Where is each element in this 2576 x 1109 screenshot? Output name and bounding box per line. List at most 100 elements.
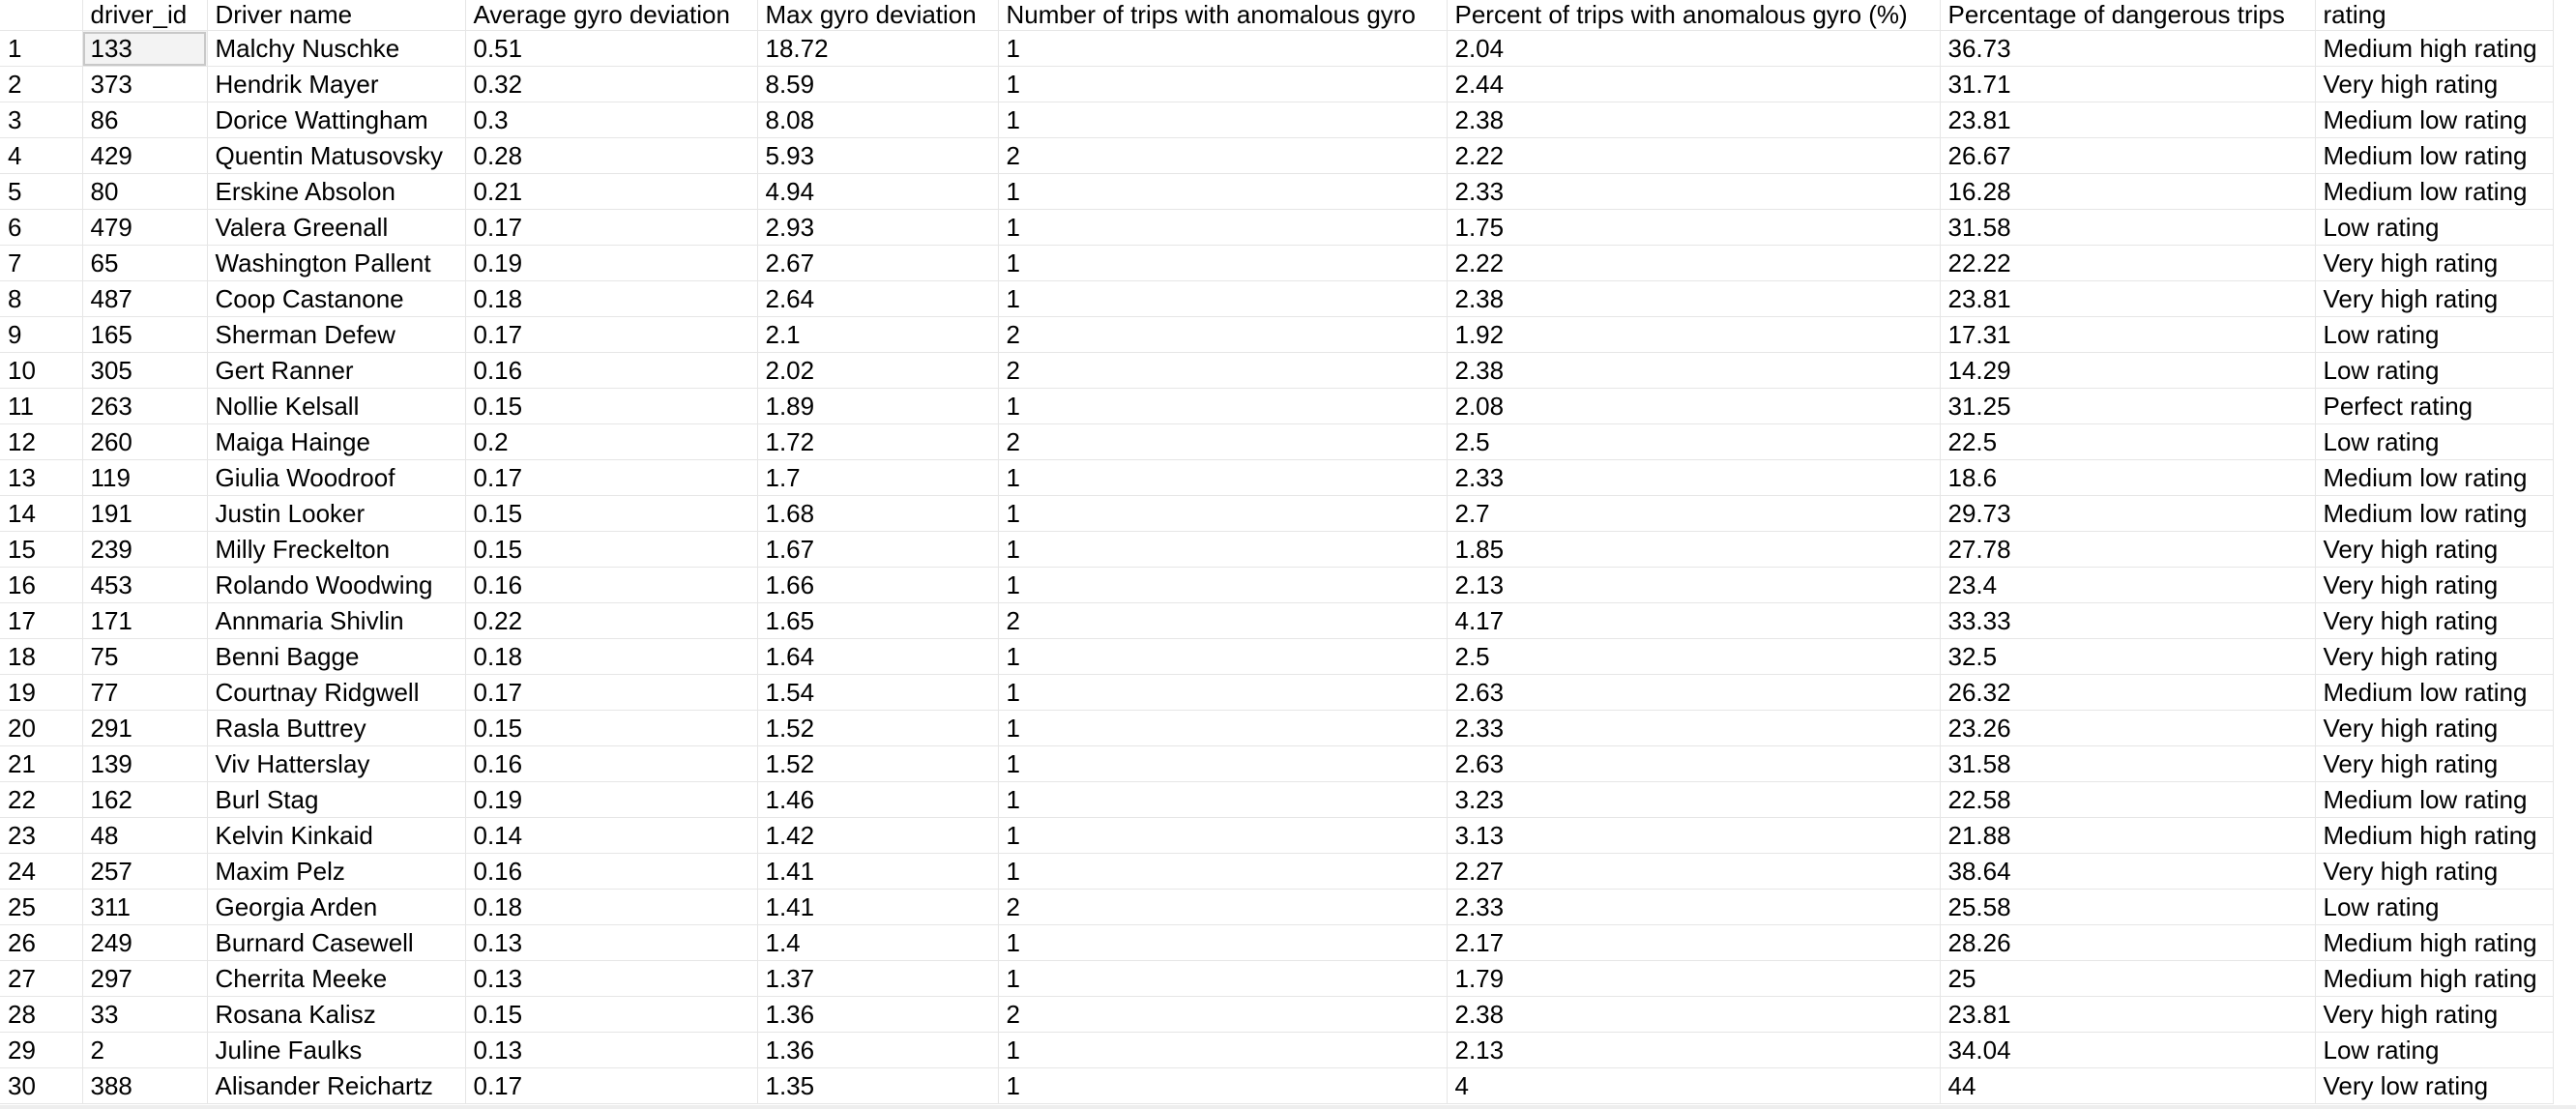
cell-anomalous-trips-count[interactable]: 1	[998, 30, 1448, 67]
cell-max-gyro-deviation[interactable]: 1.37	[757, 960, 999, 997]
cell-average-gyro-deviation[interactable]: 0.13	[465, 960, 758, 997]
cell-average-gyro-deviation[interactable]: 0.18	[465, 638, 758, 675]
row-number[interactable]: 23	[0, 817, 83, 854]
cell-anomalous-trips-percent[interactable]: 3.13	[1447, 817, 1941, 854]
row-number[interactable]: 9	[0, 316, 83, 353]
cell-average-gyro-deviation[interactable]: 0.17	[465, 209, 758, 246]
cell-rating[interactable]: Very high rating	[2315, 280, 2554, 317]
column-header-dangerous-trips-percent[interactable]: Percentage of dangerous trips	[1940, 0, 2316, 31]
cell-rating[interactable]: Medium low rating	[2315, 459, 2554, 496]
cell-driver-id[interactable]: 263	[82, 388, 208, 424]
cell-dangerous-trips-percent[interactable]: 23.4	[1940, 567, 2316, 603]
cell-anomalous-trips-count[interactable]: 1	[998, 1032, 1448, 1068]
row-number[interactable]: 1	[0, 30, 83, 67]
cell-driver-id[interactable]: 373	[82, 66, 208, 102]
cell-driver-name[interactable]: Quentin Matusovsky	[207, 137, 466, 174]
cell-anomalous-trips-percent[interactable]: 2.33	[1447, 173, 1941, 210]
cell-anomalous-trips-percent[interactable]: 1.75	[1447, 209, 1941, 246]
cell-driver-name[interactable]: Rasla Buttrey	[207, 710, 466, 746]
cell-average-gyro-deviation[interactable]: 0.18	[465, 889, 758, 925]
table-row[interactable]: 20 291 Rasla Buttrey 0.15 1.52 1 2.33 23.26 Very…	[0, 710, 2554, 746]
cell-dangerous-trips-percent[interactable]: 25.58	[1940, 889, 2316, 925]
cell-driver-name[interactable]: Rosana Kalisz	[207, 996, 466, 1033]
cell-max-gyro-deviation[interactable]: 1.68	[757, 495, 999, 532]
row-number[interactable]: 17	[0, 602, 83, 639]
cell-max-gyro-deviation[interactable]: 1.46	[757, 781, 999, 818]
cell-rating[interactable]: Very high rating	[2315, 853, 2554, 890]
table-row[interactable]: 26 249 Burnard Casewell 0.13 1.4 1 2.17 28.26 Me…	[0, 924, 2554, 961]
table-row[interactable]: 15 239 Milly Freckelton 0.15 1.67 1 1.85 27.78 V…	[0, 531, 2554, 568]
cell-rating[interactable]: Low rating	[2315, 316, 2554, 353]
cell-rating[interactable]: Medium low rating	[2315, 495, 2554, 532]
cell-rating[interactable]: Very low rating	[2315, 1067, 2554, 1104]
cell-anomalous-trips-percent[interactable]: 2.13	[1447, 567, 1941, 603]
cell-rating[interactable]: Medium low rating	[2315, 102, 2554, 138]
cell-max-gyro-deviation[interactable]: 1.52	[757, 710, 999, 746]
cell-anomalous-trips-percent[interactable]: 2.22	[1447, 245, 1941, 281]
cell-rating[interactable]: Very high rating	[2315, 745, 2554, 782]
cell-dangerous-trips-percent[interactable]: 22.22	[1940, 245, 2316, 281]
table-row[interactable]: 16 453 Rolando Woodwing 0.16 1.66 1 2.13 23.4 Ve…	[0, 567, 2554, 603]
row-number[interactable]: 16	[0, 567, 83, 603]
cell-driver-id[interactable]: 65	[82, 245, 208, 281]
cell-driver-name[interactable]: Erskine Absolon	[207, 173, 466, 210]
cell-driver-id[interactable]: 305	[82, 352, 208, 389]
row-number[interactable]: 5	[0, 173, 83, 210]
cell-average-gyro-deviation[interactable]: 0.14	[465, 817, 758, 854]
cell-driver-name[interactable]: Hendrik Mayer	[207, 66, 466, 102]
cell-rating[interactable]: Very high rating	[2315, 531, 2554, 568]
table-row[interactable]: 2 373 Hendrik Mayer 0.32 8.59 1 2.44 31.71 Very …	[0, 66, 2554, 102]
row-number[interactable]: 11	[0, 388, 83, 424]
cell-driver-id[interactable]: 260	[82, 423, 208, 460]
cell-anomalous-trips-percent[interactable]: 2.63	[1447, 674, 1941, 711]
cell-anomalous-trips-count[interactable]: 1	[998, 531, 1448, 568]
row-number[interactable]: 29	[0, 1032, 83, 1068]
cell-max-gyro-deviation[interactable]: 1.35	[757, 1067, 999, 1104]
cell-dangerous-trips-percent[interactable]: 44	[1940, 1067, 2316, 1104]
table-row[interactable]: 28 33 Rosana Kalisz 0.15 1.36 2 2.38 23.81 Very …	[0, 996, 2554, 1033]
cell-rating[interactable]: Very high rating	[2315, 66, 2554, 102]
cell-anomalous-trips-percent[interactable]: 2.5	[1447, 638, 1941, 675]
cell-anomalous-trips-count[interactable]: 2	[998, 316, 1448, 353]
cell-driver-id[interactable]: 48	[82, 817, 208, 854]
cell-average-gyro-deviation[interactable]: 0.28	[465, 137, 758, 174]
cell-rating[interactable]: Low rating	[2315, 889, 2554, 925]
cell-anomalous-trips-count[interactable]: 1	[998, 567, 1448, 603]
cell-anomalous-trips-count[interactable]: 1	[998, 745, 1448, 782]
cell-driver-name[interactable]: Gert Ranner	[207, 352, 466, 389]
cell-driver-name[interactable]: Sherman Defew	[207, 316, 466, 353]
cell-dangerous-trips-percent[interactable]: 22.58	[1940, 781, 2316, 818]
cell-driver-name[interactable]: Milly Freckelton	[207, 531, 466, 568]
row-number[interactable]: 14	[0, 495, 83, 532]
table-row[interactable]: 17 171 Annmaria Shivlin 0.22 1.65 2 4.17 33.33 V…	[0, 602, 2554, 639]
cell-rating[interactable]: Low rating	[2315, 423, 2554, 460]
cell-driver-id[interactable]: 191	[82, 495, 208, 532]
cell-driver-name[interactable]: Dorice Wattingham	[207, 102, 466, 138]
row-number[interactable]: 27	[0, 960, 83, 997]
cell-dangerous-trips-percent[interactable]: 18.6	[1940, 459, 2316, 496]
row-number[interactable]: 6	[0, 209, 83, 246]
cell-driver-name[interactable]: Annmaria Shivlin	[207, 602, 466, 639]
cell-rating[interactable]: Medium high rating	[2315, 817, 2554, 854]
cell-anomalous-trips-count[interactable]: 2	[998, 137, 1448, 174]
table-row[interactable]: 25 311 Georgia Arden 0.18 1.41 2 2.33 25.58 Low …	[0, 889, 2554, 925]
cell-average-gyro-deviation[interactable]: 0.19	[465, 245, 758, 281]
row-number[interactable]: 25	[0, 889, 83, 925]
cell-anomalous-trips-count[interactable]: 1	[998, 924, 1448, 961]
table-row[interactable]: 27 297 Cherrita Meeke 0.13 1.37 1 1.79 25 Medium…	[0, 960, 2554, 997]
cell-rating[interactable]: Very high rating	[2315, 996, 2554, 1033]
cell-anomalous-trips-percent[interactable]: 2.17	[1447, 924, 1941, 961]
row-number[interactable]: 30	[0, 1067, 83, 1104]
cell-max-gyro-deviation[interactable]: 1.72	[757, 423, 999, 460]
cell-dangerous-trips-percent[interactable]: 25	[1940, 960, 2316, 997]
cell-average-gyro-deviation[interactable]: 0.51	[465, 30, 758, 67]
table-row[interactable]: 18 75 Benni Bagge 0.18 1.64 1 2.5 32.5 Very high…	[0, 638, 2554, 675]
cell-dangerous-trips-percent[interactable]: 29.73	[1940, 495, 2316, 532]
row-number[interactable]: 28	[0, 996, 83, 1033]
row-number[interactable]: 7	[0, 245, 83, 281]
table-row[interactable]: 14 191 Justin Looker 0.15 1.68 1 2.7 29.73 Mediu…	[0, 495, 2554, 532]
cell-average-gyro-deviation[interactable]: 0.15	[465, 388, 758, 424]
cell-anomalous-trips-count[interactable]: 2	[998, 352, 1448, 389]
cell-anomalous-trips-count[interactable]: 2	[998, 889, 1448, 925]
cell-rating[interactable]: Very high rating	[2315, 602, 2554, 639]
